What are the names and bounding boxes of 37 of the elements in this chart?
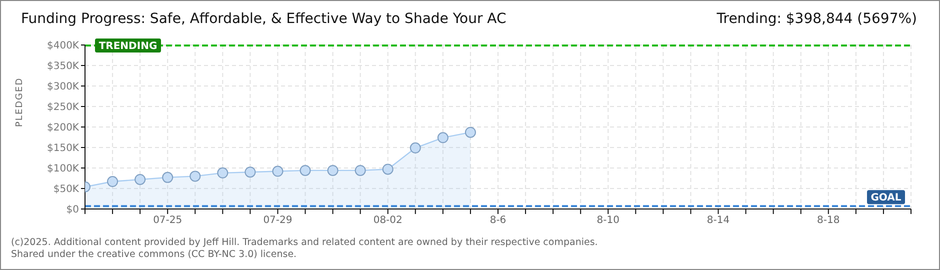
point: [464, 126, 476, 138]
y-tick-label: $200K: [46, 122, 80, 134]
text: (c)2025. Additional content provided by Jeff Hill. Trademarks and related content are owned by their respective companies.: [11, 237, 598, 249]
y-tick-label: $250K: [46, 102, 80, 114]
chart-title: Funding Progress: Safe, Affordable, & Effective Way to Shade Your AC: [21, 11, 506, 27]
ref-line-label: TRENDING: [98, 40, 158, 52]
x-tick-label: 07-25: [153, 215, 182, 226]
point: [300, 164, 311, 176]
point: [107, 176, 118, 188]
y-tick-label: $50K: [53, 184, 80, 196]
point: [410, 142, 421, 154]
point: [217, 167, 228, 178]
point: [190, 170, 201, 182]
x-tick-label: 8-10: [596, 215, 620, 226]
y-tick-label: $350K: [46, 61, 80, 72]
y-tick-label: $100K: [46, 164, 80, 175]
y-tick-label: $150K: [46, 143, 80, 154]
point: [134, 174, 146, 185]
point: [382, 164, 394, 175]
point: [244, 166, 256, 178]
x-tick-label: 8-6: [490, 215, 506, 226]
point: [272, 166, 284, 177]
point: [437, 132, 448, 144]
point: [162, 172, 174, 183]
text: Shared under the creative commons (CC BY-NC 3.0) license.: [11, 249, 298, 261]
y-axis-title: PLEDGED: [15, 77, 26, 127]
x-tick-label: 8-14: [706, 215, 730, 226]
ref-line-label: GOAL: [870, 192, 902, 204]
y-tick-label: $400K: [46, 40, 80, 52]
chart-subtitle: Trending: $398,844 (5697%): [716, 11, 917, 27]
point: [354, 164, 366, 176]
x-tick-label: 8-18: [817, 215, 840, 226]
point: [327, 164, 338, 176]
x-tick-label: 07-29: [263, 215, 292, 226]
x-tick-label: 08-02: [373, 215, 402, 226]
y-tick-label: $0: [66, 204, 79, 216]
y-tick-label: $300K: [46, 82, 80, 93]
